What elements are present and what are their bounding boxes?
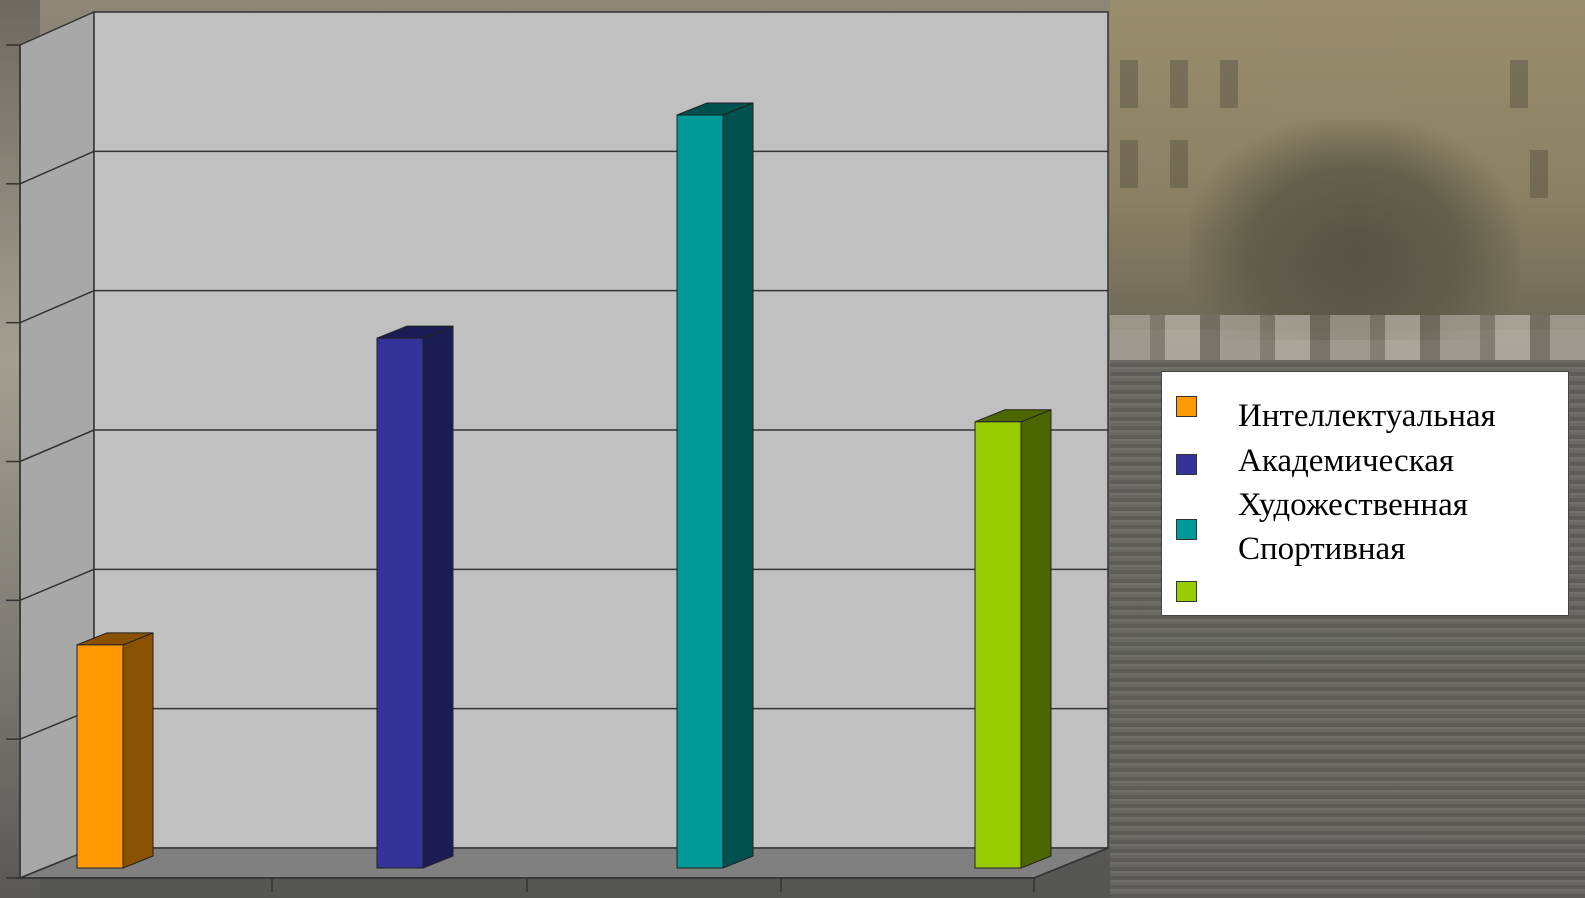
gridline-wall: [19, 429, 95, 463]
gridline-wall: [19, 568, 95, 602]
background-window: [1120, 60, 1138, 108]
background-window: [1510, 60, 1528, 108]
bar-0: [76, 644, 124, 869]
background-window: [1220, 60, 1238, 108]
legend-swatch-blue: [1176, 454, 1197, 475]
legend-label: Спортивная: [1238, 531, 1406, 567]
bar-side-1: [422, 325, 454, 869]
legend-swatch-teal: [1176, 519, 1197, 540]
bar-side-2: [722, 102, 754, 869]
background-window: [1170, 140, 1188, 188]
bar-1: [376, 337, 424, 869]
bar-side-0: [122, 632, 154, 869]
background-window: [1530, 150, 1548, 198]
chart-gridlines: [19, 150, 1108, 740]
x-axis-depth: [1033, 847, 1109, 879]
bar-2: [676, 114, 724, 869]
legend-label: Интеллектуальная: [1238, 398, 1496, 434]
bar-3: [974, 421, 1022, 869]
background-cars: [1110, 315, 1585, 360]
gridline-wall: [19, 150, 95, 185]
bar-side-3: [1020, 409, 1052, 869]
legend-label: Художественная: [1238, 487, 1468, 523]
chart-bars: [76, 102, 1052, 869]
chart-axis: [6, 44, 1109, 892]
chart-legend: Интеллектуальная Академическая Художеств…: [1161, 371, 1569, 616]
legend-swatch-orange: [1176, 396, 1197, 417]
background-trees: [1190, 120, 1520, 340]
gridline-wall: [19, 289, 95, 324]
chart-floor: [19, 847, 1109, 879]
background-window: [1170, 60, 1188, 108]
background-window: [1120, 140, 1138, 188]
legend-label: Академическая: [1238, 443, 1455, 479]
legend-swatch-green: [1176, 581, 1197, 602]
